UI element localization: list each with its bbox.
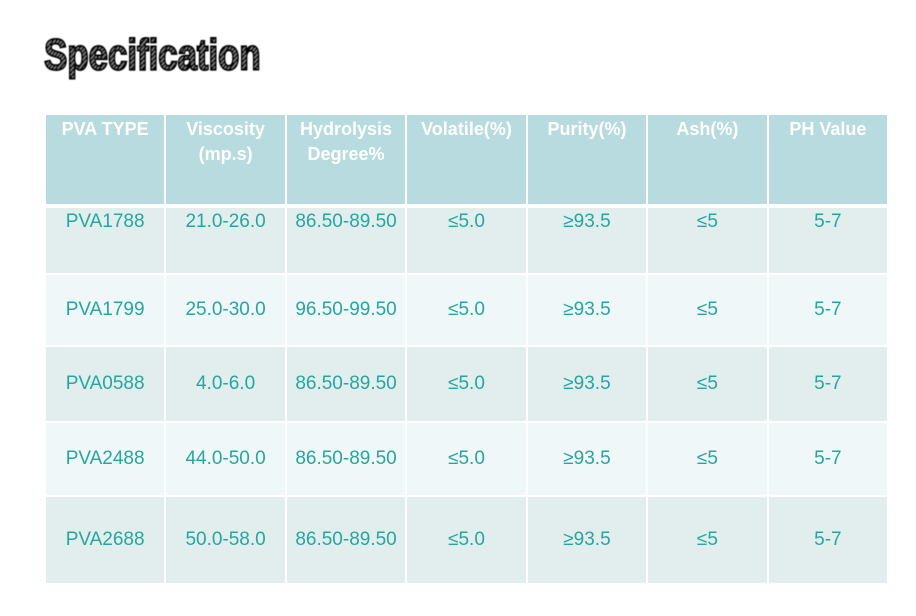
svg-text:Specification: Specification [44,30,261,79]
